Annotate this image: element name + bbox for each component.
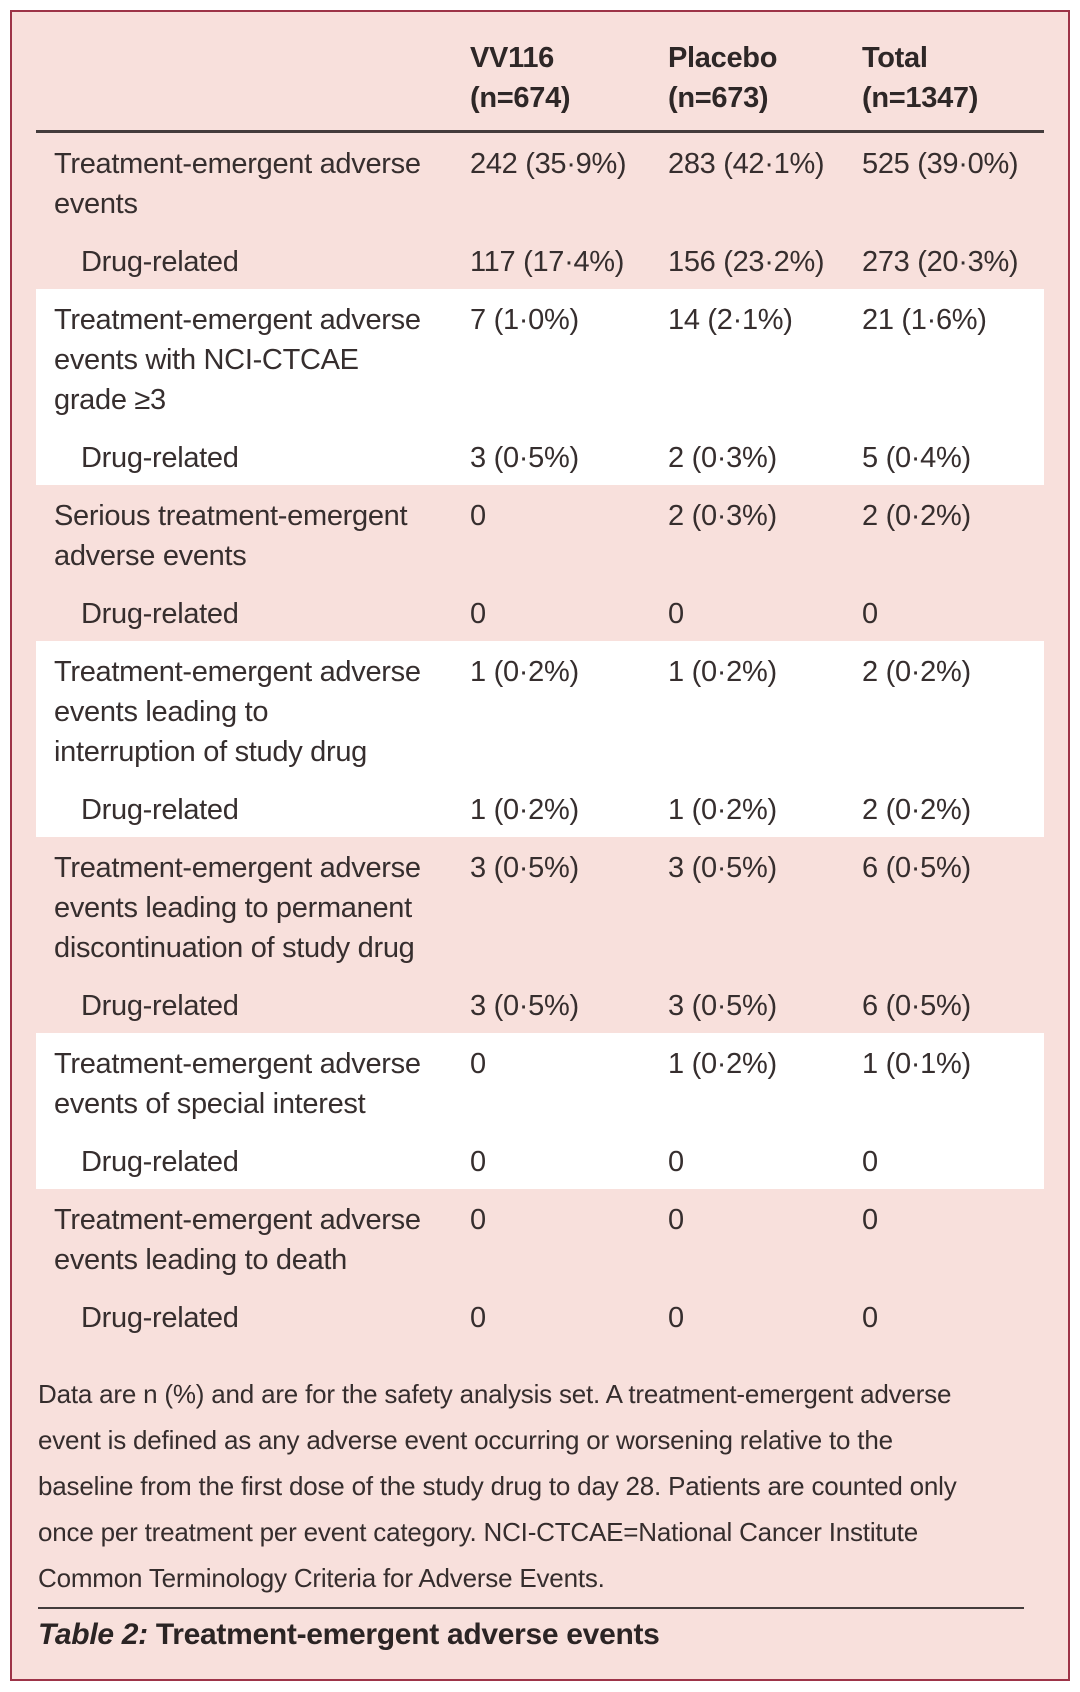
row-label: Drug-related [81,990,239,1022]
cell-value: 1 (0·1%) [862,1048,971,1080]
row-label: Drug-related [81,246,239,278]
row-label: Drug-related [81,598,239,630]
cell-value: 2 (0·3%) [668,442,777,474]
header-rule [36,130,1044,133]
cell-value: 525 (39·0%) [862,148,1019,180]
table-caption: Table 2: Treatment-emergent adverse even… [36,1618,1044,1652]
row-label: Treatment-emergent adverse events with N… [54,304,421,416]
table-footnote: Data are n (%) and are for the safety an… [38,1379,957,1593]
cell-value: 0 [668,1146,684,1178]
row-label: Serious treatment-emergent adverse event… [54,500,408,572]
cell-value: 156 (23·2%) [668,246,825,278]
cell-value: 0 [668,598,684,630]
row-label: Treatment-emergent adverse events of spe… [54,1048,421,1120]
cell-value: 3 (0·5%) [470,442,579,474]
cell-value: 14 (2·1%) [668,304,793,336]
table-row-category: Treatment-emergent adverse events leadin… [36,641,1044,779]
cell-value: 0 [668,1204,684,1236]
row-label: Drug-related [81,1146,239,1178]
cell-value: 0 [862,598,878,630]
cell-value: 1 (0·2%) [470,794,579,826]
cell-value: 0 [862,1204,878,1236]
table-row-drug-related: Drug-related 117 (17·4%) 156 (23·2%) 273 (2… [36,231,1044,289]
table-row-category: Treatment-emergent adverse events 242 (35… [36,133,1044,231]
table-header-row: VV116 (n=674) Placebo (n=673) Total (n=1… [36,12,1044,118]
table-group: Treatment-emergent adverse events of spe… [36,1033,1044,1189]
cell-value: 3 (0·5%) [470,852,579,884]
cell-value: 273 (20·3%) [862,246,1019,278]
row-label: Drug-related [81,1302,239,1334]
row-label: Treatment-emergent adverse events leadin… [54,1204,421,1276]
cell-value: 283 (42·1%) [668,148,825,180]
header-col-placebo: Placebo (n=673) [668,42,778,114]
cell-value: 6 (0·5%) [862,852,971,884]
caption-rule [38,1607,1024,1609]
table-row-drug-related: Drug-related 3 (0·5%) 3 (0·5%) 6 (0·5%) [36,975,1044,1033]
table-body: Treatment-emergent adverse events 242 (35… [36,133,1044,1345]
cell-value: 2 (0·3%) [668,500,777,532]
row-label: Treatment-emergent adverse events leadin… [54,656,421,768]
cell-value: 0 [470,598,486,630]
cell-value: 1 (0·2%) [668,1048,777,1080]
table-row-drug-related: Drug-related 0 0 0 [36,583,1044,641]
cell-value: 2 (0·2%) [862,656,971,688]
cell-value: 1 (0·2%) [668,656,777,688]
cell-value: 1 (0·2%) [470,656,579,688]
cell-value: 242 (35·9%) [470,148,627,180]
table-row-category: Treatment-emergent adverse events leadin… [36,1189,1044,1287]
caption-title: Treatment-emergent adverse events [147,1618,660,1651]
caption-prefix: Table 2: [38,1618,148,1651]
row-label: Treatment-emergent adverse events [54,148,421,220]
header-spacer [36,38,470,118]
cell-value: 5 (0·4%) [862,442,971,474]
cell-value: 3 (0·5%) [668,990,777,1022]
cell-value: 3 (0·5%) [470,990,579,1022]
cell-value: 0 [470,500,486,532]
cell-value: 0 [862,1146,878,1178]
cell-value: 1 (0·2%) [668,794,777,826]
table-row-category: Serious treatment-emergent adverse event… [36,485,1044,583]
table-row-category: Treatment-emergent adverse events with N… [36,289,1044,427]
cell-value: 0 [470,1302,486,1334]
table-group: Treatment-emergent adverse events with N… [36,289,1044,485]
header-col-vv116: VV116 (n=674) [470,42,571,114]
cell-value: 117 (17·4%) [470,246,625,278]
table-row-drug-related: Drug-related 0 0 0 [36,1131,1044,1189]
header-col-total: Total (n=1347) [862,42,979,114]
cell-value: 3 (0·5%) [668,852,777,884]
cell-value: 21 (1·6%) [862,304,987,336]
table-group: Treatment-emergent adverse events leadin… [36,837,1044,1033]
table-group: Serious treatment-emergent adverse event… [36,485,1044,641]
row-label: Drug-related [81,442,239,474]
cell-value: 0 [862,1302,878,1334]
cell-value: 0 [470,1204,486,1236]
table-group: Treatment-emergent adverse events leadin… [36,641,1044,837]
table-row-drug-related: Drug-related 1 (0·2%) 1 (0·2%) 2 (0·2%) [36,779,1044,837]
cell-value: 2 (0·2%) [862,500,971,532]
table-card: VV116 (n=674) Placebo (n=673) Total (n=1… [10,10,1070,1681]
table-group: Treatment-emergent adverse events leadin… [36,1189,1044,1345]
cell-value: 0 [470,1048,486,1080]
table-row-category: Treatment-emergent adverse events leadin… [36,837,1044,975]
cell-value: 7 (1·0%) [470,304,579,336]
row-label: Drug-related [81,794,239,826]
table-row-drug-related: Drug-related 3 (0·5%) 2 (0·3%) 5 (0·4%) [36,427,1044,485]
table-group: Treatment-emergent adverse events 242 (35… [36,133,1044,289]
row-label: Treatment-emergent adverse events leadin… [54,852,421,964]
table-row-drug-related: Drug-related 0 0 0 [36,1287,1044,1345]
table-row-category: Treatment-emergent adverse events of spe… [36,1033,1044,1131]
cell-value: 2 (0·2%) [862,794,971,826]
cell-value: 6 (0·5%) [862,990,971,1022]
cell-value: 0 [668,1302,684,1334]
cell-value: 0 [470,1146,486,1178]
